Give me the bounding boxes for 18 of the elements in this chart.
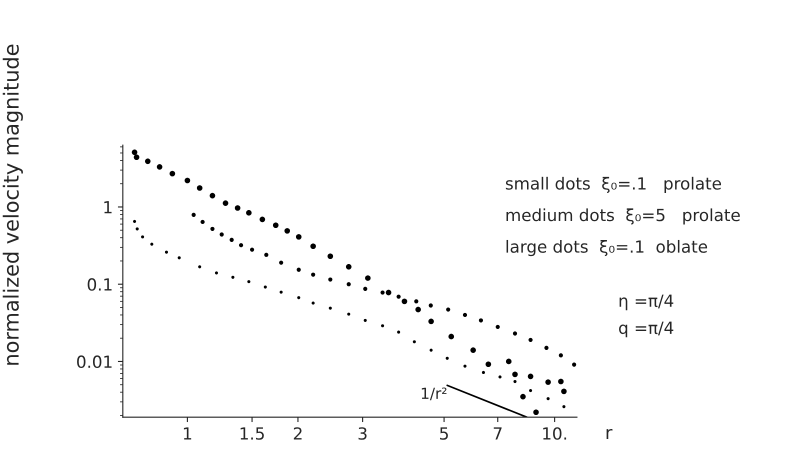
x-tick-label: 2 <box>294 427 302 440</box>
annotation: 1/r² <box>422 388 446 400</box>
x-tick-label: 1 <box>184 427 192 440</box>
y-tick-label: 0.1 <box>88 278 112 291</box>
y-tick-label: 0.01 <box>77 355 112 368</box>
text: q =π/4 <box>619 322 674 338</box>
x-tick-label: 5 <box>440 427 448 440</box>
x-tick-label: 3 <box>358 427 367 440</box>
y-tick-label: 1 <box>104 201 112 214</box>
x-axis-title: r <box>606 428 612 440</box>
annotation: medium dots ξ₀=5 prolate <box>506 208 740 225</box>
x-tick-label: 10. <box>543 427 566 440</box>
y-axis-title: normalized velocity magnitude <box>2 44 23 365</box>
x-tick-label: 1.5 <box>240 427 264 440</box>
annotation: large dots ξ₀=.1 oblate <box>506 240 708 256</box>
x-tick-label: 7 <box>494 427 502 440</box>
annotation: small dots ξ₀=.1 prolate <box>506 176 722 193</box>
text: η =π/4 <box>620 294 674 310</box>
